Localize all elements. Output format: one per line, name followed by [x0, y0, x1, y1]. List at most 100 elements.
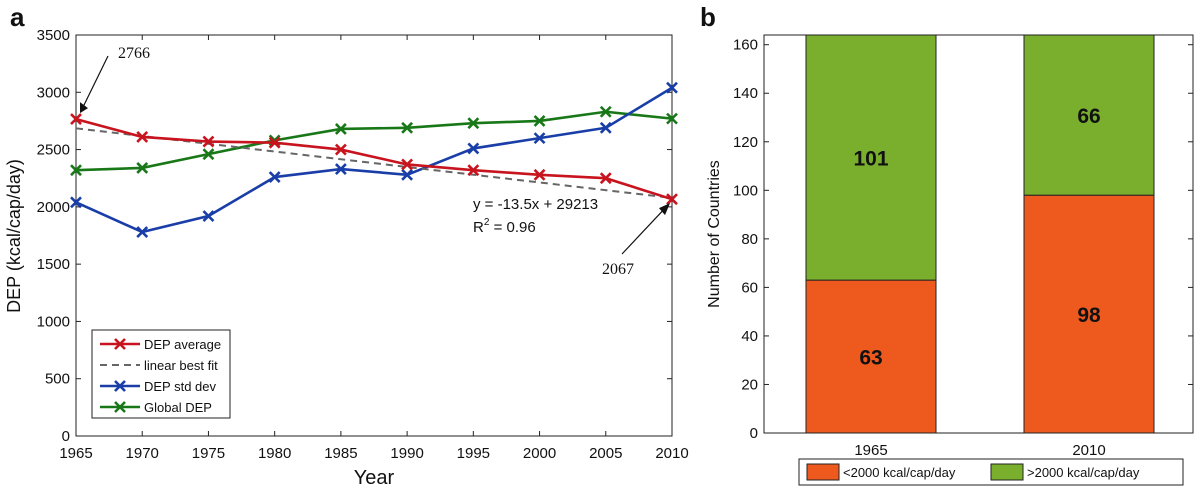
series-line-dep-average: [75, 117, 673, 201]
panel-a-x-tick-label: 1990: [390, 445, 423, 462]
data-point: [467, 164, 480, 177]
panel-b-y-tick-label: 100: [733, 182, 758, 199]
data-point: [334, 143, 347, 156]
panel-a-y-tick-label: 500: [45, 371, 70, 388]
data-point: [70, 113, 82, 126]
annotation-arrow-2766: [81, 55, 109, 110]
bar-segment: [1023, 194, 1155, 434]
data-point: [599, 172, 612, 185]
data-point: [533, 168, 546, 181]
data-point: [136, 131, 149, 143]
panel-b-y-tick-label: 20: [741, 376, 758, 393]
data-point: [666, 112, 678, 125]
data-point: [70, 196, 82, 209]
data-point: [70, 164, 82, 177]
legend-label: DEP std dev: [144, 379, 217, 394]
legend-swatch: [990, 463, 1024, 481]
data-point: [666, 81, 678, 94]
panel-a-x-tick-label: 2000: [523, 445, 556, 462]
panel-b-plot-frame: [763, 34, 1194, 434]
panel-a-y-tick-label: 0: [62, 428, 70, 445]
panel-b-x-tick-label: 1965: [854, 442, 887, 459]
panel-b-stacked-bar-chart: b 0 20 40 60 80 100 120 140 160 1965 2010 63 101 98 6…: [700, 2, 1194, 486]
data-point: [202, 135, 215, 148]
data-point: [467, 142, 480, 155]
annotation-2067: 2067: [602, 261, 634, 278]
data-point: [599, 105, 612, 118]
legend-entry: <2000 kcal/cap/day: [806, 463, 956, 481]
panel-a-y-axis-label: DEP (kcal/cap/day): [4, 159, 24, 313]
panel-a-x-axis-label: Year: [354, 467, 395, 489]
panel-a-y-tick-label: 1500: [37, 256, 70, 273]
bar-data-label: 63: [859, 347, 882, 370]
data-point: [268, 171, 281, 183]
bar-segment: [805, 279, 937, 434]
data-point: [202, 210, 215, 222]
bar-data-label: 66: [1077, 105, 1100, 128]
panel-a-plot-frame: [75, 34, 673, 437]
data-point: [666, 193, 678, 206]
data-point: [599, 121, 612, 134]
arrowhead: [80, 102, 88, 114]
panel-b-y-tick-label: 40: [741, 328, 758, 345]
legend-entry: DEP std dev: [100, 379, 217, 394]
legend-entry: >2000 kcal/cap/day: [990, 463, 1140, 481]
panel-b-y-tick-label: 120: [733, 134, 758, 151]
panel-b-y-tick-label: 140: [733, 85, 758, 102]
legend-entry: Global DEP: [100, 400, 212, 415]
data-point: [202, 148, 215, 161]
panel-b-y-tick-label: 0: [750, 425, 758, 442]
legend-entry: DEP average: [100, 337, 221, 352]
arrowhead: [659, 203, 670, 216]
data-point: [401, 168, 414, 181]
legend-label: DEP average: [144, 337, 221, 352]
legend-marker: [114, 338, 126, 350]
panel-a-x-tick-label: 1980: [258, 445, 291, 462]
panel-b-y-tick-label: 60: [741, 279, 758, 296]
panel-a-y-tick-label: 3000: [37, 84, 70, 101]
panel-a-x-tick-label: 2005: [589, 445, 622, 462]
panel-a-y-tick-label: 1000: [37, 313, 70, 330]
panel-a-x-tick-label: 1965: [59, 445, 92, 462]
panel-a-x-tick-label: 1970: [126, 445, 159, 462]
fit-equation: y = -13.5x + 29213: [473, 196, 598, 213]
panel-b-y-axis-label: Number of Countries: [706, 160, 723, 308]
legend-swatch: [806, 463, 840, 481]
panel-a-x-tick-label: 1995: [457, 445, 490, 462]
legend-label: linear best fit: [144, 358, 218, 373]
bar-segment: [1023, 34, 1155, 196]
data-point: [533, 132, 546, 145]
legend-marker: [114, 401, 126, 413]
annotation-2766: 2766: [118, 45, 150, 62]
bar-data-label: 101: [853, 148, 888, 171]
data-point: [136, 226, 149, 238]
panel-b-x-tick-label: 2010: [1072, 442, 1105, 459]
bar-data-label: 98: [1077, 304, 1101, 327]
legend-label: <2000 kcal/cap/day: [843, 465, 956, 480]
data-point: [334, 123, 347, 135]
panel-a-y-tick-label: 3500: [37, 27, 70, 44]
panel-b-y-tick-label: 80: [741, 231, 758, 248]
bar-segment: [805, 34, 937, 281]
series-line-global-dep: [75, 110, 673, 172]
panel-a-line-chart: a 1965 1970 1975 1980 1985 1990 1995 2000 2005 20…: [4, 2, 689, 489]
data-point: [334, 163, 347, 175]
data-point: [401, 158, 414, 171]
panel-a-label: a: [10, 2, 25, 32]
data-point: [467, 117, 480, 130]
data-point: [401, 121, 414, 134]
panel-a-y-tick-label: 2500: [37, 142, 70, 159]
legend-entry: linear best fit: [100, 358, 218, 373]
panel-a-x-tick-label: 2010: [655, 445, 688, 462]
data-point: [268, 136, 281, 149]
annotation-arrow-2067: [621, 206, 667, 255]
series-line-dep-std-dev: [75, 86, 673, 234]
legend-label: >2000 kcal/cap/day: [1027, 465, 1140, 480]
panel-a-x-tick-label: 1985: [324, 445, 357, 462]
panel-a-x-tick-label: 1975: [192, 445, 225, 462]
data-point: [533, 115, 546, 127]
legend-label: Global DEP: [144, 400, 212, 415]
panel-a-y-tick-label: 2000: [37, 199, 70, 216]
legend-marker: [114, 380, 126, 392]
